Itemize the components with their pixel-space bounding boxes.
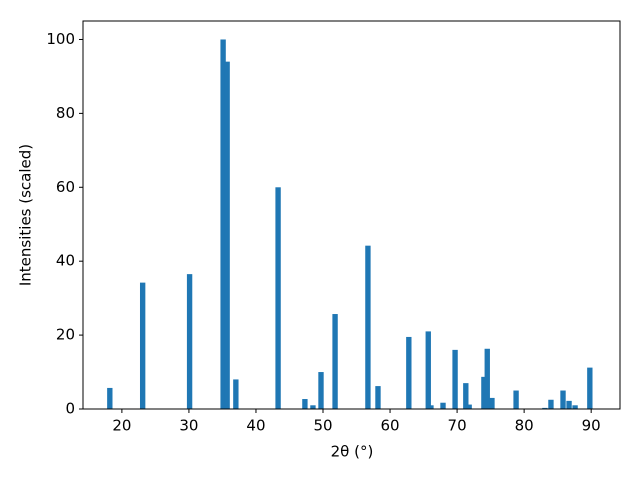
- x-tick-label: 90: [582, 417, 601, 435]
- bar: [566, 400, 572, 409]
- x-tick-label: 20: [112, 417, 131, 435]
- bar: [440, 402, 446, 409]
- bar: [548, 399, 554, 409]
- bar: [406, 336, 412, 409]
- bar: [220, 39, 226, 409]
- bar: [310, 405, 316, 409]
- bar: [513, 390, 519, 409]
- bar: [481, 376, 487, 409]
- bar: [365, 245, 371, 409]
- bar: [542, 407, 548, 409]
- y-tick-label: 40: [56, 252, 75, 270]
- bar: [302, 399, 308, 409]
- bar: [484, 348, 490, 409]
- y-tick-label: 100: [46, 30, 75, 48]
- bar: [489, 397, 495, 409]
- x-axis-label: 2θ (°): [331, 443, 374, 461]
- bar: [107, 387, 113, 409]
- bar: [375, 386, 381, 409]
- x-tick-label: 80: [515, 417, 534, 435]
- bar: [560, 390, 566, 409]
- bar: [428, 405, 434, 409]
- x-tick-label: 40: [246, 417, 265, 435]
- bar: [425, 331, 431, 409]
- bar: [332, 314, 338, 409]
- y-tick-label: 0: [65, 400, 75, 418]
- bar: [587, 367, 593, 409]
- bar: [572, 405, 578, 409]
- bar: [463, 383, 469, 409]
- bar: [466, 404, 472, 409]
- bar: [275, 187, 281, 409]
- y-tick-label: 20: [56, 326, 75, 344]
- x-tick-label: 30: [179, 417, 198, 435]
- bar: [186, 274, 193, 409]
- bar: [139, 282, 146, 409]
- y-tick-label: 80: [56, 104, 75, 122]
- x-tick-label: 50: [313, 417, 332, 435]
- x-tick-label: 70: [448, 417, 467, 435]
- bar: [318, 372, 324, 409]
- bar: [224, 61, 230, 410]
- x-tick-label: 60: [381, 417, 400, 435]
- bar: [233, 379, 239, 409]
- plot-frame: [82, 20, 621, 410]
- y-tick-label: 60: [56, 178, 75, 196]
- y-axis-label: Intensities (scaled): [17, 144, 35, 286]
- bar: [452, 349, 458, 409]
